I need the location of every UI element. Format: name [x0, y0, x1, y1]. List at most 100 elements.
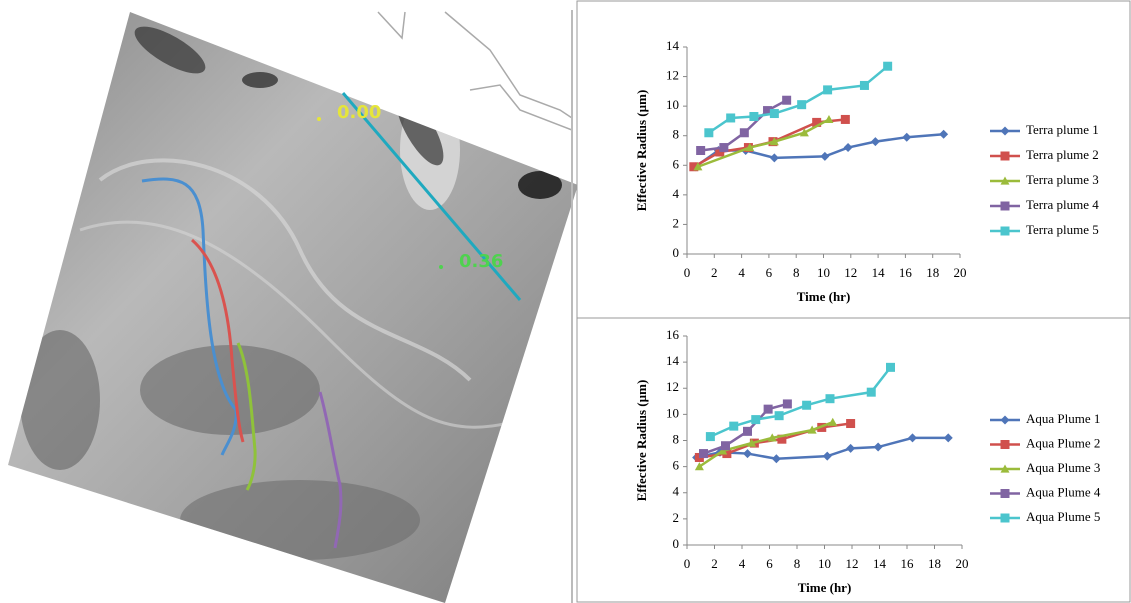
marker — [873, 442, 883, 452]
marker — [1000, 464, 1010, 473]
legend-label: Terra plume 3 — [1026, 172, 1099, 187]
marker — [1000, 151, 1010, 161]
x-tick-label: 8 — [793, 265, 800, 280]
marker — [820, 151, 830, 161]
marker — [939, 129, 949, 139]
y-tick-label: 0 — [673, 245, 680, 260]
x-axis-title: Time (hr) — [797, 289, 851, 304]
marker — [870, 137, 880, 147]
marker — [843, 143, 853, 153]
x-tick-label: 14 — [873, 556, 887, 571]
marker — [722, 449, 732, 459]
legend-label: Terra plume 2 — [1026, 147, 1099, 162]
marker — [747, 438, 757, 447]
marker — [782, 399, 792, 409]
marker — [886, 362, 895, 372]
x-tick-label: 18 — [928, 556, 941, 571]
marker — [771, 454, 781, 464]
legend-label: Aqua Plume 1 — [1026, 411, 1100, 426]
x-tick-label: 12 — [846, 556, 859, 571]
marker — [726, 113, 736, 123]
y-tick-label: 8 — [673, 431, 680, 446]
x-tick-label: 6 — [766, 265, 773, 280]
x-tick-label: 2 — [711, 265, 718, 280]
marker — [866, 387, 876, 397]
marker — [840, 114, 850, 124]
marker — [696, 146, 706, 155]
y-axis-title: Effective Radius (µm) — [634, 380, 649, 502]
y-axis-title: Effective Radius (µm) — [634, 90, 649, 212]
marker — [908, 433, 917, 443]
marker — [825, 394, 835, 404]
marker — [828, 417, 838, 426]
marker — [859, 80, 869, 90]
marker — [743, 449, 752, 459]
image-label: 0.36 — [459, 251, 503, 272]
y-tick-label: 6 — [673, 156, 680, 171]
y-tick-label: 6 — [673, 458, 680, 473]
x-tick-label: 12 — [844, 265, 857, 280]
marker — [1000, 226, 1010, 236]
marker — [902, 132, 912, 142]
marker — [729, 421, 739, 431]
legend-label: Terra plume 1 — [1026, 122, 1099, 137]
marker — [1000, 201, 1010, 211]
y-tick-label: 10 — [666, 405, 679, 420]
marker — [799, 128, 809, 137]
x-tick-label: 20 — [956, 556, 969, 571]
marker — [699, 449, 708, 459]
marker — [1000, 440, 1010, 449]
x-tick-label: 16 — [901, 556, 915, 571]
marker — [704, 128, 714, 138]
chart-frame — [576, 317, 1131, 603]
legend-label: Aqua Plume 5 — [1026, 509, 1100, 524]
marker — [883, 61, 893, 71]
marker — [823, 85, 833, 95]
marker — [1000, 513, 1010, 523]
marker — [802, 400, 812, 410]
marker — [694, 462, 704, 471]
x-tick-label: 0 — [684, 265, 691, 280]
marker — [719, 143, 729, 153]
y-tick-label: 4 — [673, 484, 680, 499]
legend-label: Terra plume 4 — [1026, 197, 1099, 212]
marker — [824, 114, 834, 124]
x-tick-label: 2 — [711, 556, 718, 571]
y-tick-label: 12 — [666, 68, 679, 83]
marker — [1000, 415, 1010, 425]
marker — [689, 162, 699, 172]
y-tick-label: 8 — [673, 127, 680, 142]
marker — [807, 425, 817, 434]
marker — [782, 95, 792, 105]
marker — [749, 111, 759, 121]
marker — [1000, 126, 1010, 136]
marker — [769, 109, 779, 119]
marker — [743, 426, 752, 436]
marker — [751, 415, 761, 425]
x-tick-label: 4 — [739, 556, 746, 571]
marker — [1000, 176, 1010, 185]
x-tick-label: 6 — [766, 556, 773, 571]
marker — [797, 100, 807, 110]
y-tick-label: 12 — [666, 379, 679, 394]
marker — [846, 419, 856, 429]
marker — [769, 153, 779, 163]
legend-label: Aqua Plume 3 — [1026, 460, 1100, 475]
marker — [812, 117, 822, 127]
image-label: 0.00 — [337, 102, 381, 123]
x-tick-label: 20 — [954, 265, 967, 280]
y-tick-label: 2 — [673, 215, 680, 230]
marker — [774, 411, 784, 421]
marker — [822, 451, 832, 461]
legend-label: Aqua Plume 4 — [1026, 484, 1101, 499]
y-tick-label: 4 — [673, 186, 680, 201]
marker — [739, 128, 749, 138]
marker — [767, 433, 777, 442]
y-tick-label: 10 — [666, 97, 679, 112]
y-tick-label: 16 — [666, 327, 680, 342]
marker — [705, 432, 715, 442]
marker — [769, 137, 779, 146]
y-tick-label: 0 — [673, 536, 680, 551]
legend-label: Aqua Plume 2 — [1026, 435, 1100, 450]
y-tick-label: 14 — [666, 353, 680, 368]
